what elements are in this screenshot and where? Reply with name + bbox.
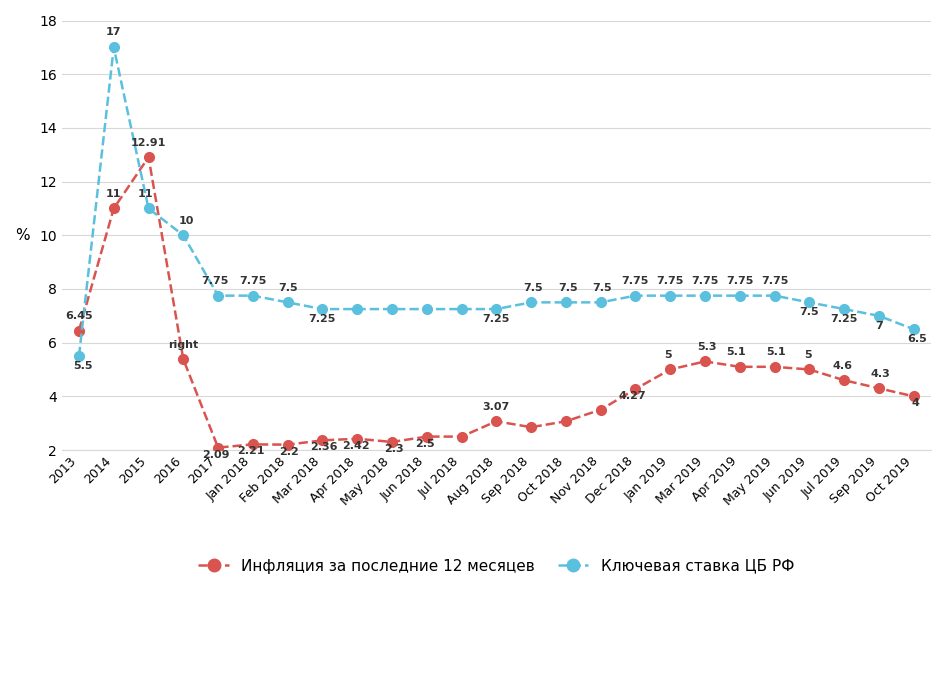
Ключевая ставка ЦБ РФ [664,291,675,299]
Инфляция за последние 12 месяцев [178,355,189,363]
Ключевая ставка ЦБ РФ [317,305,328,313]
Ключевая ставка ЦБ РФ [769,291,780,299]
Ключевая ставка ЦБ РФ [213,291,224,299]
Ключевая ставка ЦБ РФ [421,305,432,313]
Text: 6.45: 6.45 [65,311,93,321]
Ключевая ставка ЦБ РФ [386,305,397,313]
Text: 5.1: 5.1 [766,348,786,357]
Text: 7.25: 7.25 [831,314,858,324]
Инфляция за последние 12 месяцев [873,384,885,392]
Ключевая ставка ЦБ РФ [699,291,710,299]
Инфляция за последние 12 месяцев [525,423,536,431]
Инфляция за последние 12 месяцев [386,438,397,446]
Text: 7.5: 7.5 [523,283,543,293]
Text: 7.75: 7.75 [761,276,788,287]
Text: 7.75: 7.75 [201,276,228,287]
Text: 10: 10 [179,216,195,226]
Инфляция за последние 12 месяцев [803,365,815,373]
Text: 4: 4 [911,399,920,408]
Text: 5: 5 [804,350,812,360]
Инфляция за последние 12 месяцев [143,153,154,161]
Инфляция за последние 12 месяцев [282,441,293,449]
Ключевая ставка ЦБ РФ [73,352,84,360]
Line: Ключевая ставка ЦБ РФ: Ключевая ставка ЦБ РФ [74,43,919,361]
Ключевая ставка ЦБ РФ [143,204,154,213]
Text: 7.75: 7.75 [692,276,719,287]
Ключевая ставка ЦБ РФ [247,291,258,299]
Text: 11: 11 [137,189,153,199]
Инфляция за последние 12 месяцев [73,327,84,335]
Ключевая ставка ЦБ РФ [491,305,502,313]
Инфляция за последние 12 месяцев [352,435,363,443]
Text: 7.25: 7.25 [308,314,336,324]
Ключевая ставка ЦБ РФ [525,298,536,306]
Инфляция за последние 12 месяцев [908,392,920,401]
Инфляция за последние 12 месяцев [317,437,328,445]
Text: 2.2: 2.2 [279,447,299,457]
Ключевая ставка ЦБ РФ [595,298,606,306]
Text: 2.09: 2.09 [202,449,230,460]
Text: 3.07: 3.07 [482,402,510,412]
Инфляция за последние 12 месяцев [421,433,432,441]
Text: 7.5: 7.5 [278,283,297,293]
Text: 12.91: 12.91 [131,138,166,148]
Text: 5.5: 5.5 [73,361,92,371]
Text: right: right [168,340,199,350]
Ключевая ставка ЦБ РФ [352,305,363,313]
Инфляция за последние 12 месяцев [247,440,258,448]
Line: Инфляция за последние 12 месяцев: Инфляция за последние 12 месяцев [74,152,919,452]
Text: 7.5: 7.5 [558,283,577,293]
Text: 7.75: 7.75 [726,276,753,287]
Ключевая ставка ЦБ РФ [803,298,815,306]
Инфляция за последние 12 месяцев [838,376,850,384]
Инфляция за последние 12 месяцев [769,363,780,371]
Ключевая ставка ЦБ РФ [178,231,189,239]
Text: 6.5: 6.5 [907,334,927,344]
Text: 7.75: 7.75 [622,276,649,287]
Инфляция за последние 12 месяцев [734,363,745,371]
Инфляция за последние 12 месяцев [664,365,675,373]
Ключевая ставка ЦБ РФ [734,291,745,299]
Инфляция за последние 12 месяцев [595,405,606,414]
Text: 17: 17 [106,26,121,37]
Text: 5: 5 [665,350,673,360]
Text: 7.25: 7.25 [482,314,510,324]
Text: 4.3: 4.3 [870,369,890,379]
Ключевая ставка ЦБ РФ [873,312,885,320]
Инфляция за последние 12 месяцев [630,385,641,393]
Text: 7.75: 7.75 [657,276,684,287]
Ключевая ставка ЦБ РФ [630,291,641,299]
Ключевая ставка ЦБ РФ [456,305,467,313]
Инфляция за последние 12 месяцев [213,443,224,452]
Инфляция за последние 12 месяцев [491,417,502,425]
Text: 4.27: 4.27 [618,391,646,401]
Text: 5.3: 5.3 [697,342,716,352]
Text: 2.42: 2.42 [342,441,369,451]
Text: 7.5: 7.5 [592,283,612,293]
Text: 7.5: 7.5 [799,307,819,317]
Text: 5.1: 5.1 [727,348,746,357]
Инфляция за последние 12 месяцев [699,357,710,365]
Text: 2.5: 2.5 [415,439,435,449]
Text: 4.6: 4.6 [832,361,852,371]
Text: 7.75: 7.75 [239,276,267,287]
Y-axis label: %: % [15,227,29,243]
Инфляция за последние 12 месяцев [108,204,119,213]
Ключевая ставка ЦБ РФ [108,43,119,52]
Инфляция за последние 12 месяцев [456,433,467,441]
Инфляция за последние 12 месяцев [560,417,571,425]
Ключевая ставка ЦБ РФ [908,325,920,333]
Text: 7: 7 [875,320,883,331]
Text: 2.3: 2.3 [384,444,404,454]
Text: 2.36: 2.36 [310,443,338,452]
Ключевая ставка ЦБ РФ [560,298,571,306]
Text: 11: 11 [106,189,121,199]
Ключевая ставка ЦБ РФ [282,298,293,306]
Legend: Инфляция за последние 12 месяцев, Ключевая ставка ЦБ РФ: Инфляция за последние 12 месяцев, Ключев… [192,553,800,580]
Ключевая ставка ЦБ РФ [838,305,850,313]
Text: 2.21: 2.21 [237,447,265,456]
